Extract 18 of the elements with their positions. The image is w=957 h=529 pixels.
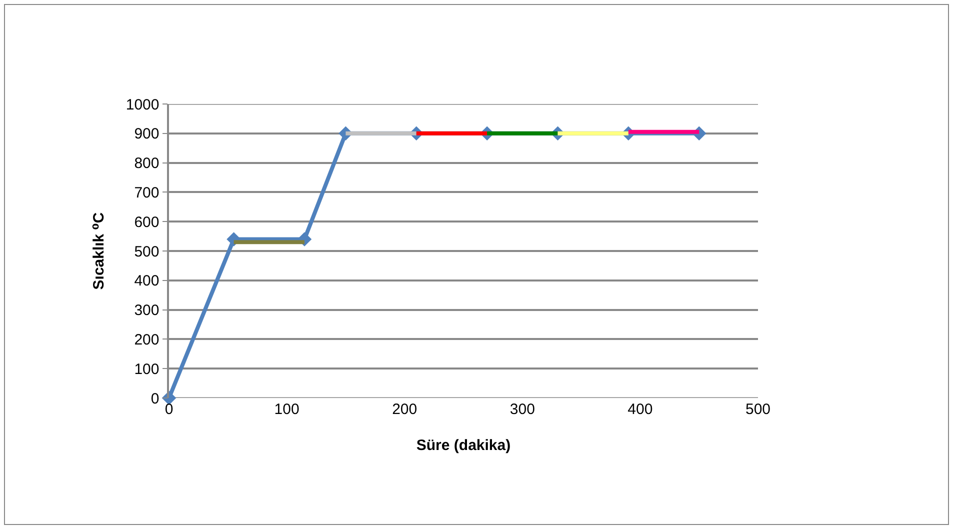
y-tick-label: 500 [134, 243, 160, 260]
y-tick-label: 700 [134, 184, 160, 202]
x-tick-label: 300 [510, 401, 535, 418]
y-tick-label: 800 [134, 155, 160, 172]
y-tick-label: 300 [134, 302, 160, 320]
x-tick-label: 0 [164, 401, 174, 418]
x-tick-label: 200 [392, 401, 418, 418]
y-tick-label: 600 [134, 214, 160, 231]
x-tick-label: 100 [274, 401, 300, 418]
y-tick-label: 100 [134, 360, 160, 378]
y-tick-label: 400 [134, 272, 160, 290]
y-tick-label: 200 [134, 331, 160, 348]
x-axis-title: Süre (dakika) [416, 437, 511, 454]
x-tick-label: 400 [628, 401, 653, 418]
x-tick-label: 500 [745, 401, 771, 418]
y-axis-title: Sıcaklık ⁰C [90, 212, 108, 290]
y-tick-label: 1000 [126, 96, 160, 114]
y-tick-label: 900 [134, 126, 160, 143]
